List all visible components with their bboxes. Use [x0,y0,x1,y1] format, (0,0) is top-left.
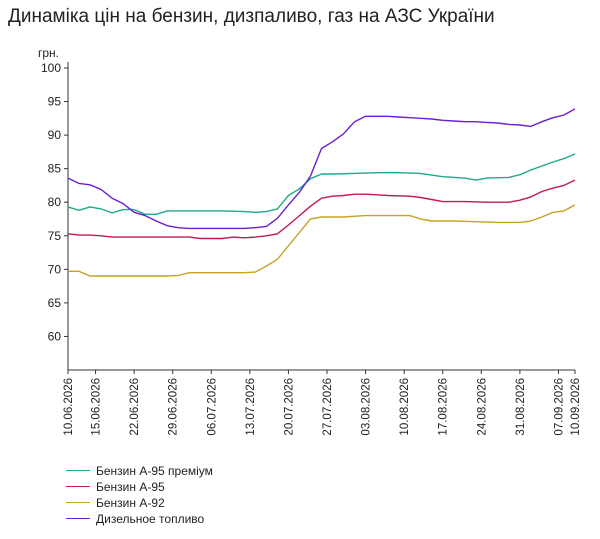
x-tick-label: 15.06.2026 [91,378,103,436]
chart-title: Динаміка цін на бензин, дизпаливо, газ н… [8,6,495,27]
y-tick-label: 65 [48,296,62,310]
legend-swatch [66,470,90,471]
x-tick-label: 17.08.2026 [438,378,450,436]
y-tick-label: 90 [48,128,62,142]
x-tick-label: 10.06.2026 [63,378,75,436]
y-tick-label: 100 [41,61,61,75]
y-tick-label: 75 [48,229,62,243]
x-tick-label: 20.07.2026 [283,378,295,436]
legend-item: Бензин А-95 преміум [66,463,213,478]
x-tick-label: 31.08.2026 [515,378,527,436]
chart-legend: Бензин А-95 преміум Бензин А-95 Бензин А-9… [66,463,213,527]
axis-ticks: 60 65 70 75 80 85 90 95 100 10.06.2026 15.06.2026 2… [41,61,582,436]
x-tick-label: 03.08.2026 [361,378,373,436]
legend-item: Дизельное топливо [66,511,213,526]
x-tick-label: 10.09.2026 [570,378,582,436]
legend-label: Бензин А-92 [96,495,165,510]
y-tick-label: 80 [48,195,62,209]
y-tick-label: 70 [48,262,62,276]
series-lines [67,108,576,277]
legend-swatch [66,502,90,503]
x-tick-label: 24.08.2026 [476,378,488,436]
legend-swatch [66,486,90,487]
chart-axes [67,62,575,371]
legend-label: Дизельное топливо [96,511,205,526]
legend-swatch [66,518,90,519]
x-tick-label: 13.07.2026 [245,378,257,436]
series-line [67,153,576,215]
y-tick-label: 60 [48,329,62,343]
y-tick-label: 95 [48,95,62,109]
series-line [67,179,576,240]
x-tick-label: 06.07.2026 [206,378,218,436]
x-tick-label: 29.06.2026 [168,378,180,436]
x-tick-label: 07.09.2026 [553,378,565,436]
x-tick-label: 22.06.2026 [129,378,141,436]
legend-item: Бензин А-95 [66,479,213,494]
series-line [67,108,576,230]
x-tick-label: 10.08.2026 [399,378,411,436]
legend-label: Бензин А-95 преміум [96,463,213,478]
x-tick-label: 27.07.2026 [322,378,334,436]
legend-label: Бензин А-95 [96,479,165,494]
y-tick-label: 85 [48,162,62,176]
legend-item: Бензин А-92 [66,495,213,510]
y-axis-unit-label: грн. [38,46,60,60]
series-line [68,204,576,277]
